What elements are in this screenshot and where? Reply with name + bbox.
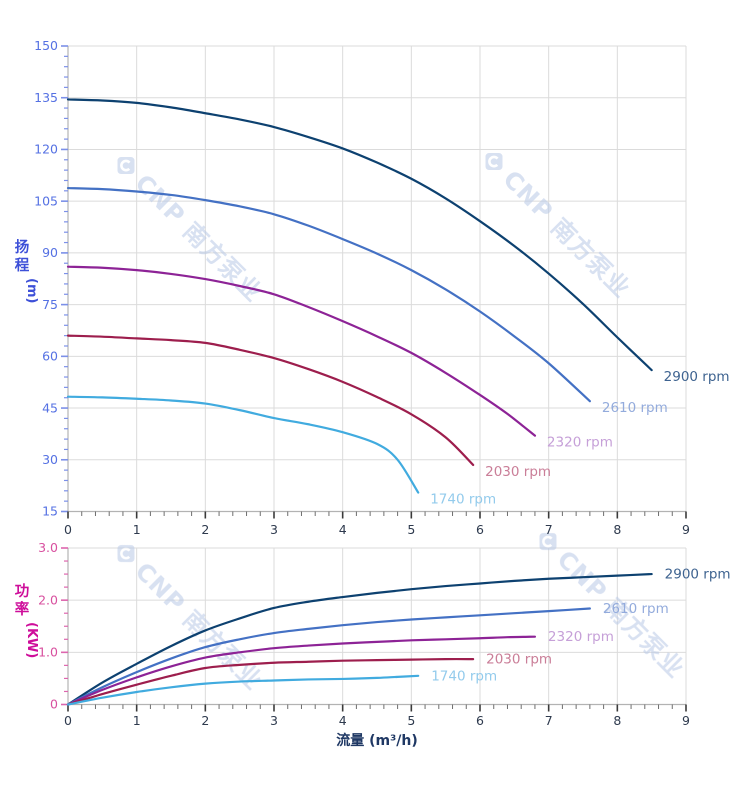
y-axis-title-head-vs-flow: 扬程 (m) (15, 238, 39, 303)
y-tick-label: 1.0 (38, 645, 58, 660)
y-tick-label: 105 (34, 193, 58, 208)
curve-2030-rpm (66, 334, 475, 467)
rpm-label-2610-rpm: 2610 rpm (603, 601, 669, 617)
y-tick-label: 2.0 (38, 592, 58, 607)
y-tick-label: 15 (42, 504, 58, 519)
y-axis-title-power-vs-flow: 功率 (KW) (15, 583, 39, 658)
curve-2610-rpm (66, 186, 591, 403)
x-tick-label: 6 (476, 713, 484, 728)
cnp-logo-icon (485, 153, 503, 171)
curve-2900-rpm (66, 572, 653, 706)
x-tick-label: 7 (545, 522, 553, 537)
rpm-label-2320-rpm: 2320 rpm (547, 435, 613, 451)
cnp-logo-icon (117, 157, 135, 175)
curve-2320-rpm (66, 265, 537, 437)
cnp-logo-icon (117, 545, 135, 563)
y-tick-label: 75 (42, 297, 58, 312)
y-axis-title-char: 功 (15, 583, 30, 600)
x-tick-label: 9 (682, 713, 690, 728)
rpm-label-2900-rpm: 2900 rpm (664, 369, 730, 385)
x-tick-label: 9 (682, 522, 690, 537)
y-tick-label: 150 (34, 38, 58, 53)
x-tick-label: 2 (201, 522, 209, 537)
y-axis-unit: (KW) (24, 622, 39, 658)
x-tick-label: 7 (545, 713, 553, 728)
cnp-logo-icon (539, 533, 557, 551)
curve-2610-rpm (66, 607, 591, 706)
rpm-label-2900-rpm: 2900 rpm (665, 567, 731, 583)
axes-power-vs-flow: 0 1.0 2.0 3.0 0 1 2 3 4 5 6 7 8 9 (38, 540, 690, 728)
y-tick-label: 45 (42, 400, 58, 415)
y-axis-unit: (m) (24, 278, 39, 303)
curve-2030-rpm (66, 657, 475, 706)
y-axis-title-char: 程 (15, 257, 30, 274)
x-tick-label: 4 (339, 522, 347, 537)
curve-1740-rpm (66, 395, 420, 494)
x-tick-label: 8 (613, 713, 621, 728)
watermark-text: CNP 南方泵业 (498, 165, 636, 303)
curve-1740-rpm (66, 674, 420, 706)
x-tick-label: 5 (407, 522, 415, 537)
x-tick-label: 6 (476, 522, 484, 537)
x-tick-label: 1 (133, 522, 141, 537)
rpm-label-1740-rpm: 1740 rpm (430, 492, 496, 508)
rpm-label-2610-rpm: 2610 rpm (602, 400, 668, 416)
watermark-text: CNP 南方泵业 (130, 557, 268, 695)
x-tick-label: 8 (613, 522, 621, 537)
y-tick-label: 30 (42, 452, 58, 467)
y-axis-title-char: 扬 (15, 238, 30, 256)
series-head-vs-flow: 2900 rpm 2610 rpm 2320 rpm 2030 rpm 1740 rpm (66, 98, 730, 508)
y-tick-label: 3.0 (38, 540, 58, 555)
x-axis-title: 流量 (m³/h) (336, 732, 417, 749)
rpm-label-2030-rpm: 2030 rpm (486, 652, 552, 668)
x-tick-label: 5 (407, 713, 415, 728)
watermark: CNP 南方泵业 (117, 157, 268, 307)
y-tick-label: 60 (42, 349, 58, 364)
curve-2320-rpm (66, 635, 537, 706)
y-tick-label: 135 (34, 90, 58, 105)
x-tick-label: 4 (339, 713, 347, 728)
y-axis-title-char: 率 (15, 600, 30, 618)
x-tick-label: 0 (64, 713, 72, 728)
y-tick-label: 120 (34, 142, 58, 157)
x-tick-label: 2 (201, 713, 209, 728)
x-tick-label: 0 (64, 522, 72, 537)
x-tick-label: 3 (270, 713, 278, 728)
rpm-label-1740-rpm: 1740 rpm (431, 668, 497, 684)
y-tick-label: 0 (50, 697, 58, 712)
x-tick-label: 1 (133, 713, 141, 728)
rpm-label-2320-rpm: 2320 rpm (548, 629, 614, 645)
x-tick-label: 3 (270, 522, 278, 537)
rpm-label-2030-rpm: 2030 rpm (485, 464, 551, 480)
y-tick-label: 90 (42, 245, 58, 260)
curve-2900-rpm (66, 98, 653, 372)
